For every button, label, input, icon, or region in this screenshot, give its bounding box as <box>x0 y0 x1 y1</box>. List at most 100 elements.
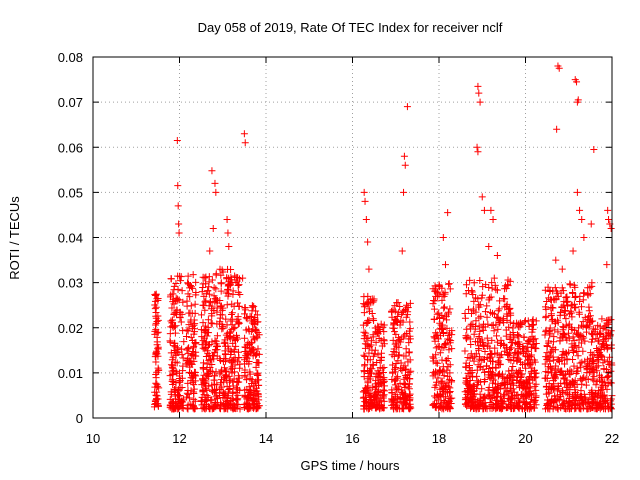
data-point <box>595 348 603 356</box>
data-point <box>209 224 217 232</box>
data-point <box>529 316 537 324</box>
data-point <box>558 265 566 273</box>
data-point <box>490 274 498 282</box>
data-point <box>548 303 556 311</box>
data-point <box>393 393 401 401</box>
data-point <box>562 315 570 323</box>
data-point <box>576 399 584 407</box>
data-point <box>169 323 177 331</box>
data-point <box>553 125 561 133</box>
data-point <box>191 405 199 413</box>
data-point <box>488 369 496 377</box>
data-point <box>441 290 449 298</box>
data-point <box>166 404 174 412</box>
data-point <box>152 351 160 359</box>
y-tick-label: 0.05 <box>58 185 83 200</box>
data-point <box>446 388 454 396</box>
data-point <box>582 381 590 389</box>
data-point <box>524 383 532 391</box>
data-point <box>607 224 615 232</box>
data-point <box>178 397 186 405</box>
data-point <box>575 343 583 351</box>
data-point <box>599 398 607 406</box>
data-point <box>523 378 531 386</box>
data-point <box>429 357 437 365</box>
data-point <box>217 279 225 287</box>
data-point <box>462 363 470 371</box>
data-point <box>478 323 486 331</box>
data-point <box>478 294 486 302</box>
data-point <box>566 366 574 374</box>
data-point <box>223 321 231 329</box>
data-point <box>228 369 236 377</box>
data-point <box>576 359 584 367</box>
data-point <box>179 398 187 406</box>
data-point <box>394 385 402 393</box>
data-point <box>503 403 511 411</box>
data-point <box>600 365 608 373</box>
data-point <box>432 344 440 352</box>
data-point <box>170 366 178 374</box>
data-point <box>545 388 553 396</box>
data-point <box>431 337 439 345</box>
data-point <box>360 328 368 336</box>
data-point <box>471 400 479 408</box>
data-point <box>481 347 489 355</box>
data-point <box>444 209 452 217</box>
data-point <box>226 378 234 386</box>
data-point <box>155 384 163 392</box>
data-point <box>440 341 448 349</box>
data-point <box>549 353 557 361</box>
data-point <box>574 96 582 104</box>
data-point <box>252 394 260 402</box>
data-point <box>216 392 224 400</box>
data-point <box>243 349 251 357</box>
data-point <box>551 326 559 334</box>
data-point <box>199 387 207 395</box>
data-point <box>394 373 402 381</box>
data-point <box>153 317 161 325</box>
data-point <box>501 285 509 293</box>
data-point <box>547 398 555 406</box>
data-point <box>222 315 230 323</box>
data-point <box>573 188 581 196</box>
data-point <box>192 372 200 380</box>
data-point <box>604 357 612 365</box>
data-point <box>488 322 496 330</box>
data-point <box>250 404 258 412</box>
data-point <box>222 373 230 381</box>
data-point <box>396 405 404 413</box>
data-point <box>188 309 196 317</box>
data-point <box>191 300 199 308</box>
data-point <box>578 358 586 366</box>
data-point <box>558 401 566 409</box>
data-point <box>607 344 615 352</box>
data-point <box>462 375 470 383</box>
data-point <box>466 394 474 402</box>
data-point <box>591 325 599 333</box>
data-point <box>494 389 502 397</box>
data-point <box>527 353 535 361</box>
data-point <box>220 339 228 347</box>
data-point <box>441 261 449 269</box>
data-point <box>503 373 511 381</box>
data-point <box>509 339 517 347</box>
data-point <box>481 375 489 383</box>
data-point <box>245 357 253 365</box>
data-point <box>434 343 442 351</box>
data-point <box>212 188 220 196</box>
data-point <box>546 324 554 332</box>
data-point <box>596 376 604 384</box>
data-point <box>375 335 383 343</box>
data-point <box>495 371 503 379</box>
data-point <box>463 281 471 289</box>
data-point <box>364 318 372 326</box>
data-point <box>592 381 600 389</box>
data-point <box>598 386 606 394</box>
data-point <box>488 309 496 317</box>
data-point <box>153 388 161 396</box>
data-point <box>235 354 243 362</box>
data-point <box>226 376 234 384</box>
data-point <box>463 335 471 343</box>
data-point <box>242 344 250 352</box>
